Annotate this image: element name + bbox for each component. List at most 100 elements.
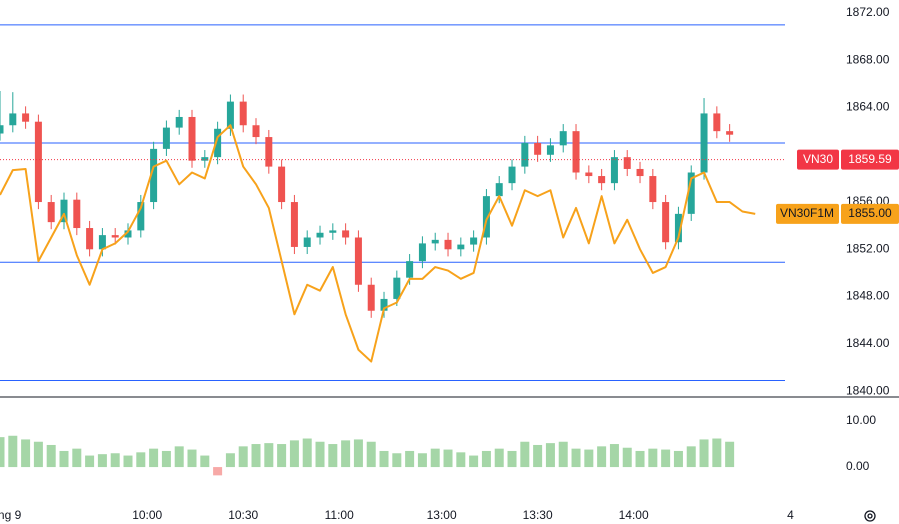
candle-body — [265, 137, 273, 167]
volume-bar — [33, 441, 43, 468]
series-name: VN30F1M — [780, 206, 834, 220]
candle-body — [150, 148, 158, 203]
volume-bar — [123, 455, 133, 468]
candle-body — [60, 199, 68, 223]
candle-body — [521, 142, 529, 167]
volume-bar — [187, 449, 197, 468]
volume-bar — [174, 446, 184, 468]
y-tick-label: 1872.00 — [846, 5, 890, 19]
volume-bar — [661, 449, 671, 468]
candle-body — [73, 199, 81, 229]
volume-bar — [161, 450, 171, 468]
volume-bar — [264, 443, 274, 468]
y-tick-label: 1868.00 — [846, 52, 890, 66]
volume-bar — [59, 450, 69, 468]
candle-body — [316, 232, 324, 238]
x-tick-label: 10:00 — [132, 508, 162, 522]
volume-bar — [46, 444, 56, 468]
candle-body — [47, 202, 55, 223]
volume-bar — [302, 438, 312, 468]
candle-body — [534, 142, 542, 155]
volume-bar — [0, 437, 5, 468]
y-tick-label: 1864.00 — [846, 100, 890, 114]
volume-bar — [200, 455, 210, 468]
settings-icon[interactable] — [864, 510, 876, 522]
volume-bar — [571, 448, 581, 468]
overlay-line — [0, 124, 756, 363]
x-tick-label: 10:30 — [228, 508, 258, 522]
candle-body — [559, 131, 567, 146]
candle-body — [137, 202, 145, 231]
candle-body — [188, 116, 196, 161]
candle-body — [457, 244, 465, 250]
candle-body — [329, 230, 337, 233]
volume-bar — [686, 446, 696, 468]
volume-bar — [366, 441, 376, 468]
last-price-label: 1855.00 — [848, 206, 892, 220]
volume-bar — [558, 441, 568, 468]
candle-body — [303, 237, 311, 247]
candle-body — [726, 131, 734, 135]
candle-body — [610, 157, 618, 184]
volume-bar — [712, 438, 722, 468]
volume-bar — [277, 444, 287, 468]
candle-body — [239, 101, 247, 126]
volume-bar — [225, 453, 235, 468]
volume-bar — [430, 448, 440, 468]
y-tick-label: 1844.00 — [846, 336, 890, 350]
candle-body — [214, 128, 222, 158]
candle-body — [700, 113, 708, 173]
x-tick-label: 11:00 — [325, 508, 354, 522]
volume-bar — [72, 448, 82, 468]
volume-bar — [520, 441, 530, 468]
x-tick-label: 13:30 — [523, 508, 553, 522]
candle-body — [175, 116, 183, 128]
volume-bar — [315, 441, 325, 468]
candle-body — [482, 196, 490, 238]
x-tick-label: 14:00 — [619, 508, 649, 522]
series-name-tag — [776, 203, 839, 224]
candle-body — [636, 168, 644, 177]
volume-bar — [533, 444, 543, 468]
candle-body — [662, 202, 670, 243]
volume-bar — [507, 450, 517, 468]
series-name-tag — [797, 149, 839, 170]
volume-bar — [8, 435, 18, 468]
candle-body — [393, 277, 401, 299]
candle-body — [380, 298, 388, 311]
candle-body — [674, 213, 682, 243]
candle-body — [470, 237, 478, 245]
x-tick-label: 4 — [787, 508, 794, 522]
volume-bar — [456, 452, 466, 468]
candle-body — [111, 235, 119, 238]
volume-bar — [622, 447, 632, 468]
candle-body — [162, 127, 170, 149]
volume-bar — [545, 443, 555, 468]
last-price-label: 1859.59 — [848, 152, 892, 166]
volume-bar — [648, 448, 658, 468]
candle-body — [649, 176, 657, 203]
candle-body — [86, 228, 94, 250]
candle-body — [290, 202, 298, 247]
y-tick-label: 1848.00 — [846, 289, 890, 303]
volume-tick-label: 0.00 — [846, 459, 870, 473]
candle-body — [124, 230, 132, 238]
last-price-tag — [841, 203, 899, 224]
candle-body — [406, 261, 414, 278]
candle-body — [598, 176, 606, 184]
candle-body — [0, 125, 4, 134]
candle-body — [431, 239, 439, 244]
volume-bar — [481, 450, 491, 468]
candle-body — [278, 166, 286, 203]
candle-body — [367, 284, 375, 311]
candle-body — [418, 243, 426, 262]
volume-bar — [443, 449, 453, 468]
candle-body — [508, 166, 516, 184]
volume-bar — [392, 453, 402, 468]
candle-body — [201, 157, 209, 161]
volume-bar — [699, 439, 709, 468]
candle-body — [34, 121, 42, 203]
candle-body — [546, 145, 554, 155]
candle-body — [495, 183, 503, 197]
